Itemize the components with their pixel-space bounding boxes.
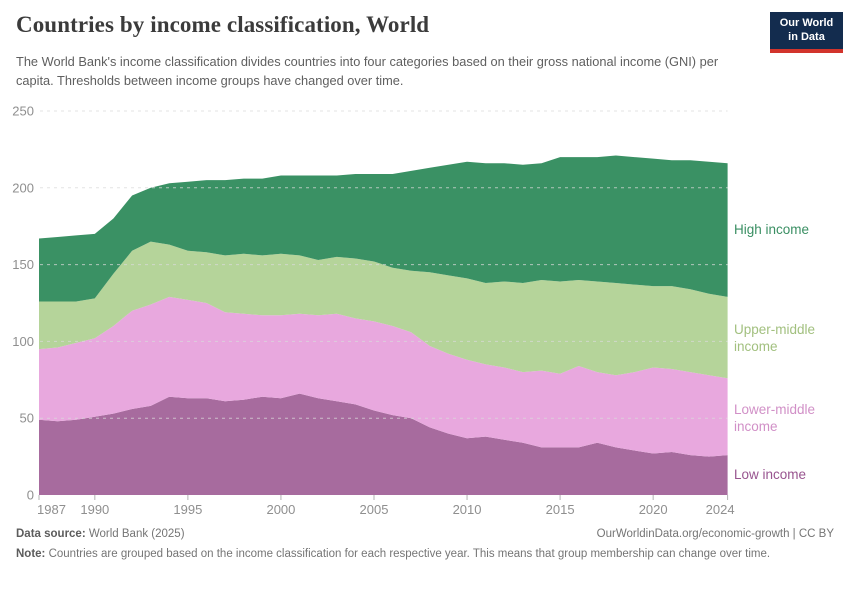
owid-logo-text: Our World in Data [779, 16, 834, 43]
note-label: Note: [16, 548, 46, 560]
legend-label-high-income[interactable]: High income [734, 222, 810, 237]
y-axis-label-250: 250 [12, 104, 34, 119]
chart-footer: Data source: World Bank (2025) OurWorldi… [16, 528, 834, 564]
y-axis-label-150: 150 [12, 257, 34, 272]
y-axis-label-100: 100 [12, 334, 34, 349]
area-upper-middle-income[interactable] [39, 241, 728, 379]
owid-logo[interactable]: Our World in Data [770, 12, 843, 53]
legend-label-upper-middle-income[interactable]: Upper-middle income [734, 322, 816, 354]
area-lower-middle-income[interactable] [39, 296, 728, 457]
attribution-link[interactable]: OurWorldinData.org/economic-growth | CC … [596, 528, 834, 540]
x-axis-label-2020: 2020 [639, 502, 668, 517]
area-high-income[interactable] [39, 155, 728, 302]
legend-label-low-income[interactable]: Low income [734, 467, 807, 482]
legend-label-lower-middle-income[interactable]: Lower-middle income [734, 402, 816, 434]
data-source-label: Data source: [16, 528, 86, 540]
x-axis-label-1995: 1995 [173, 502, 202, 517]
x-axis-label-2015: 2015 [546, 502, 575, 517]
x-axis-label-2000: 2000 [266, 502, 295, 517]
chart-note: Note: Countries are grouped based on the… [16, 548, 771, 560]
data-source: Data source: World Bank (2025) [16, 528, 185, 540]
x-axis-label-1987: 1987 [37, 502, 66, 517]
y-axis-label-0: 0 [27, 488, 34, 503]
x-axis-label-1990: 1990 [80, 502, 109, 517]
logo-red-bar [770, 49, 843, 53]
page-title: Countries by income classification, Worl… [16, 12, 430, 37]
area-low-income[interactable] [39, 393, 728, 495]
chart-subtitle: The World Bank's income classification d… [16, 54, 719, 89]
x-axis-label-2010: 2010 [453, 502, 482, 517]
x-axis-label-2024: 2024 [706, 502, 735, 517]
y-axis-label-200: 200 [12, 180, 34, 195]
y-axis-label-50: 50 [20, 411, 34, 426]
x-axis-label-2005: 2005 [360, 502, 389, 517]
stacked-area-chart[interactable]: 0 50 100 150 200 250 1987 1990 1995 2000 2005 2010 2… [0, 95, 850, 525]
